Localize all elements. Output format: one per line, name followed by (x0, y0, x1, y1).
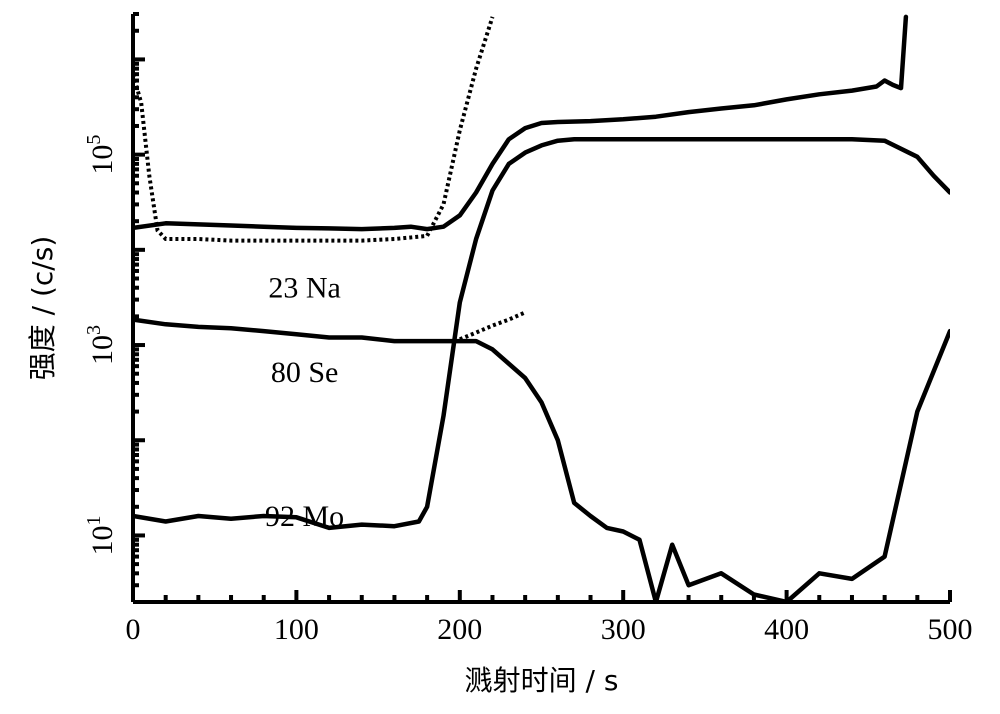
x-tick-label: 500 (928, 613, 973, 646)
x-tick-label: 200 (437, 613, 482, 646)
series-line-4 (133, 16, 495, 243)
series-label: 80 Se (271, 356, 339, 389)
x-tick-label: 0 (126, 613, 141, 646)
y-tick-label: 103 (83, 325, 119, 365)
axes (131, 14, 950, 604)
series-label: 92 Mo (265, 500, 344, 533)
y-axis-title: 强度 / (c/s) (26, 236, 59, 381)
series-line-1 (133, 14, 909, 232)
x-tick-label: 100 (274, 613, 319, 646)
series-line-2 (133, 137, 950, 531)
x-ticks: 0 100 200 300 400 500 (126, 590, 973, 646)
x-tick-label: 300 (601, 613, 646, 646)
y-tick-label: 101 (83, 515, 119, 555)
x-axis-title: 溅射时间 / s (465, 664, 619, 697)
series-annotations: 23 Na 80 Se 92 Mo (265, 272, 344, 533)
series-label: 23 Na (268, 272, 340, 305)
x-tick-label: 400 (764, 613, 809, 646)
y-ticks: 101 103 105 (83, 12, 145, 604)
y-tick-label: 105 (83, 135, 119, 175)
